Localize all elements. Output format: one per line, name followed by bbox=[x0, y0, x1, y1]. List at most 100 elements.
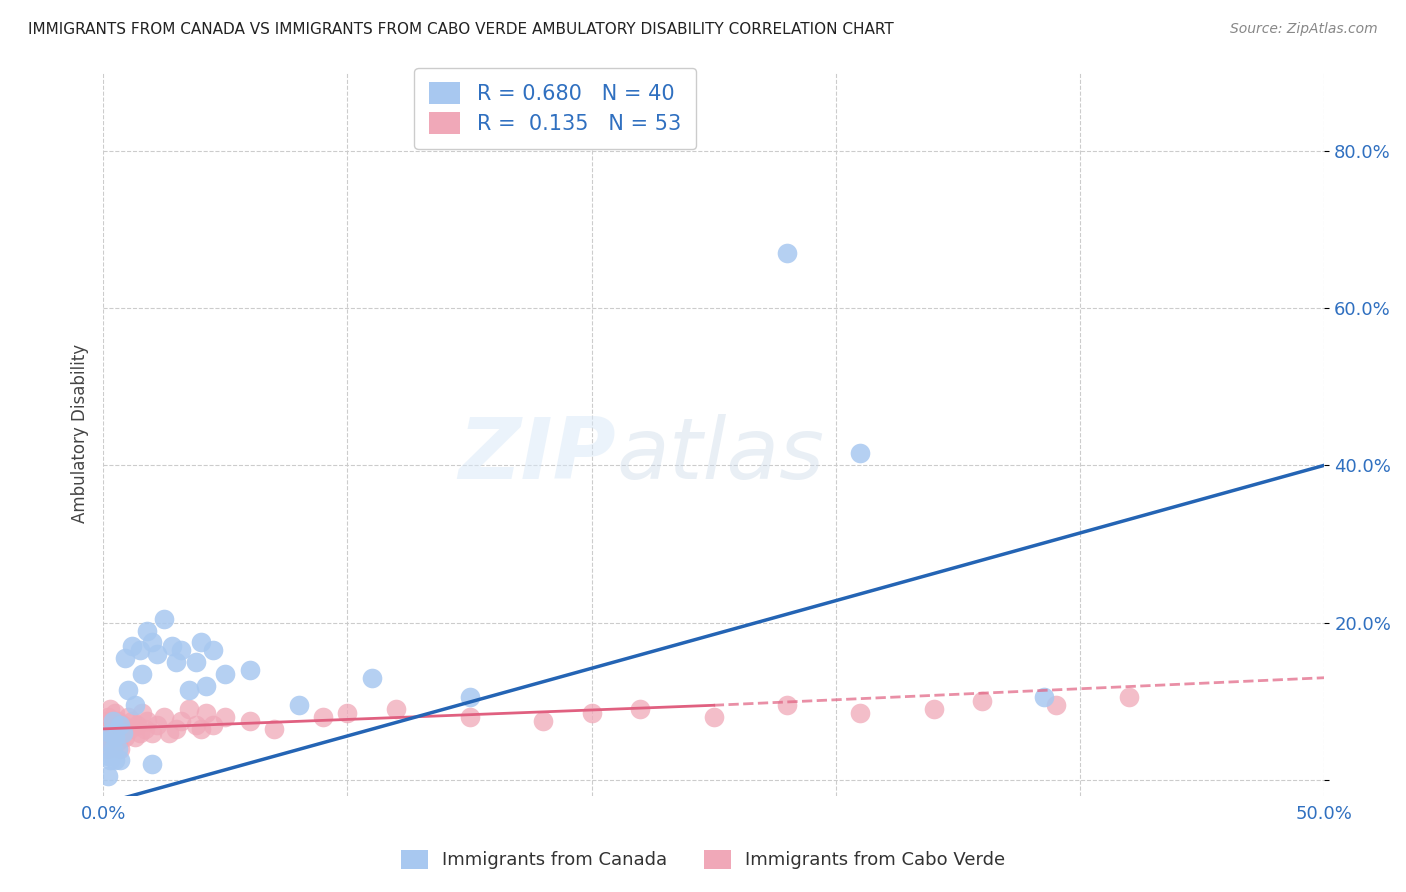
Point bbox=[849, 706, 872, 720]
Point bbox=[128, 643, 150, 657]
Point bbox=[131, 666, 153, 681]
Text: Source: ZipAtlas.com: Source: ZipAtlas.com bbox=[1230, 22, 1378, 37]
Text: IMMIGRANTS FROM CANADA VS IMMIGRANTS FROM CABO VERDE AMBULATORY DISABILITY CORRE: IMMIGRANTS FROM CANADA VS IMMIGRANTS FRO… bbox=[28, 22, 894, 37]
Point bbox=[312, 710, 335, 724]
Point bbox=[107, 741, 129, 756]
Point bbox=[190, 635, 212, 649]
Point bbox=[94, 714, 117, 728]
Point bbox=[110, 718, 132, 732]
Text: atlas: atlas bbox=[616, 414, 824, 497]
Point bbox=[170, 643, 193, 657]
Point bbox=[110, 753, 132, 767]
Point bbox=[118, 722, 141, 736]
Point bbox=[97, 741, 120, 756]
Point bbox=[170, 714, 193, 728]
Point bbox=[146, 647, 169, 661]
Point bbox=[146, 718, 169, 732]
Point bbox=[184, 655, 207, 669]
Point bbox=[190, 722, 212, 736]
Point bbox=[141, 726, 163, 740]
Point bbox=[184, 718, 207, 732]
Point bbox=[136, 714, 159, 728]
Point bbox=[97, 769, 120, 783]
Point bbox=[121, 639, 143, 653]
Point bbox=[104, 753, 127, 767]
Point bbox=[1118, 690, 1140, 705]
Legend: Immigrants from Canada, Immigrants from Cabo Verde: Immigrants from Canada, Immigrants from … bbox=[392, 841, 1014, 879]
Point bbox=[849, 446, 872, 460]
Point bbox=[94, 730, 117, 744]
Point bbox=[117, 710, 139, 724]
Point bbox=[458, 710, 481, 724]
Point bbox=[100, 753, 122, 767]
Point bbox=[165, 655, 187, 669]
Point bbox=[121, 714, 143, 728]
Point bbox=[194, 706, 217, 720]
Point bbox=[1032, 690, 1054, 705]
Point bbox=[101, 714, 124, 728]
Point bbox=[100, 702, 122, 716]
Point bbox=[100, 730, 122, 744]
Point bbox=[1045, 698, 1067, 713]
Point bbox=[97, 710, 120, 724]
Point bbox=[263, 722, 285, 736]
Point bbox=[703, 710, 725, 724]
Point bbox=[177, 682, 200, 697]
Point bbox=[101, 718, 124, 732]
Point bbox=[104, 722, 127, 736]
Point bbox=[100, 726, 122, 740]
Point bbox=[214, 710, 236, 724]
Point bbox=[214, 666, 236, 681]
Point bbox=[165, 722, 187, 736]
Point bbox=[110, 741, 132, 756]
Point bbox=[141, 757, 163, 772]
Point bbox=[157, 726, 180, 740]
Point bbox=[101, 738, 124, 752]
Point bbox=[202, 718, 225, 732]
Point bbox=[110, 726, 132, 740]
Point bbox=[972, 694, 994, 708]
Point bbox=[922, 702, 945, 716]
Y-axis label: Ambulatory Disability: Ambulatory Disability bbox=[72, 344, 89, 524]
Point bbox=[531, 714, 554, 728]
Point bbox=[153, 612, 176, 626]
Point bbox=[127, 718, 149, 732]
Point bbox=[111, 718, 134, 732]
Point bbox=[111, 726, 134, 740]
Point bbox=[107, 714, 129, 728]
Point bbox=[104, 706, 127, 720]
Point bbox=[581, 706, 603, 720]
Point bbox=[131, 706, 153, 720]
Point bbox=[107, 733, 129, 747]
Point bbox=[776, 698, 799, 713]
Point bbox=[153, 710, 176, 724]
Point bbox=[104, 730, 127, 744]
Point bbox=[141, 635, 163, 649]
Point bbox=[97, 749, 120, 764]
Point bbox=[94, 733, 117, 747]
Point bbox=[114, 730, 136, 744]
Point bbox=[160, 639, 183, 653]
Point bbox=[177, 702, 200, 716]
Point bbox=[458, 690, 481, 705]
Point bbox=[385, 702, 408, 716]
Point bbox=[124, 698, 146, 713]
Point bbox=[117, 682, 139, 697]
Point bbox=[239, 714, 262, 728]
Point bbox=[336, 706, 359, 720]
Point bbox=[287, 698, 309, 713]
Point bbox=[239, 663, 262, 677]
Point bbox=[776, 245, 799, 260]
Legend: R = 0.680   N = 40, R =  0.135   N = 53: R = 0.680 N = 40, R = 0.135 N = 53 bbox=[415, 68, 696, 149]
Point bbox=[360, 671, 382, 685]
Point bbox=[128, 726, 150, 740]
Text: ZIP: ZIP bbox=[458, 414, 616, 497]
Point bbox=[194, 679, 217, 693]
Point bbox=[630, 702, 652, 716]
Point bbox=[134, 722, 156, 736]
Point bbox=[124, 730, 146, 744]
Point bbox=[101, 741, 124, 756]
Point bbox=[114, 651, 136, 665]
Point bbox=[202, 643, 225, 657]
Point bbox=[136, 624, 159, 638]
